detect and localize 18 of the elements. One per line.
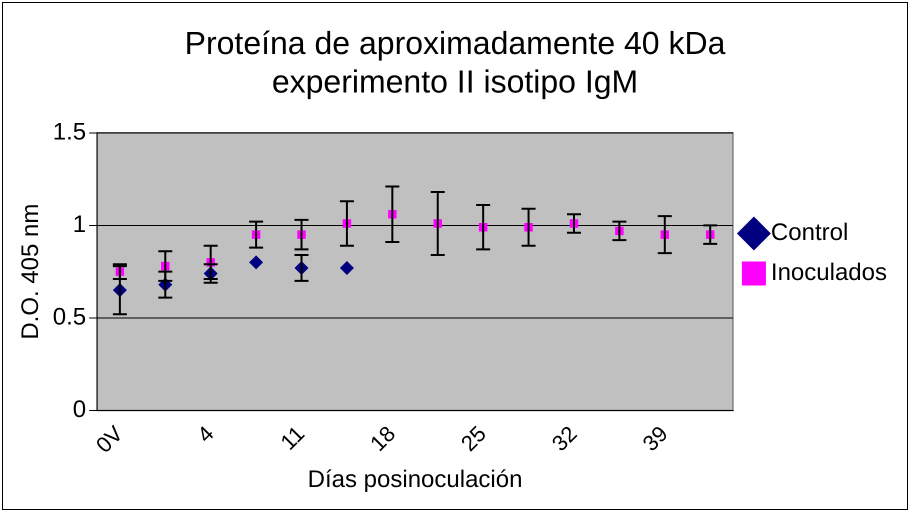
y-tick-label: 0.5 — [52, 304, 86, 331]
x-axis-title: Días posinoculación — [308, 466, 522, 494]
x-tick-label: 4 — [192, 420, 219, 448]
y-tick-label: 0 — [72, 396, 86, 424]
x-tick-label: 18 — [365, 420, 400, 456]
legend-label: Control — [770, 219, 848, 246]
x-tick-label: 0V — [90, 420, 128, 458]
point — [340, 260, 354, 275]
chart-title: Proteína de aproximadamente 40 kDa experimento II isotipo IgM — [184, 25, 726, 100]
x-tick-label: 11 — [276, 420, 310, 455]
legend-label: Inoculados — [770, 259, 888, 286]
x-tick-label: 39 — [638, 420, 673, 456]
y-tick-label: 1 — [72, 210, 86, 238]
x-tick-label: 25 — [456, 420, 491, 456]
point — [249, 255, 264, 270]
y-tick-label: 1.5 — [52, 118, 86, 146]
y-axis-title: D.O. 405 nm — [17, 204, 44, 340]
x-tick-label: 32 — [546, 420, 582, 456]
